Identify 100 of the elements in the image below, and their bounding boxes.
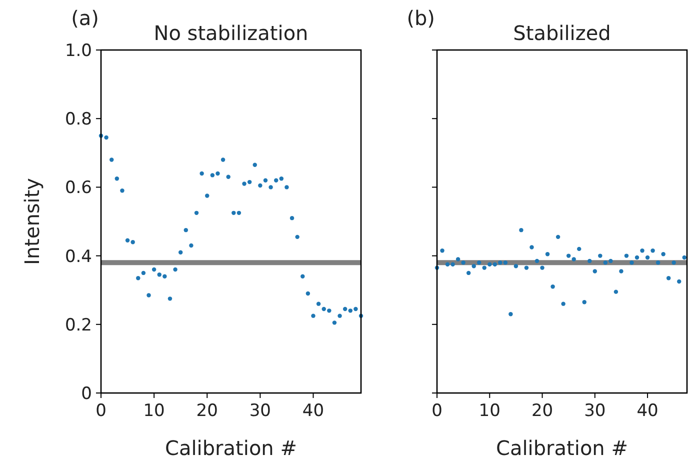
point — [466, 270, 471, 276]
point — [640, 248, 644, 253]
point — [682, 255, 686, 260]
point — [104, 135, 108, 140]
point — [524, 266, 529, 270]
point — [608, 258, 613, 264]
y-tick-label: 0.2 — [64, 315, 92, 336]
point — [236, 210, 242, 216]
point — [576, 246, 582, 252]
point — [173, 267, 178, 272]
point — [582, 300, 586, 304]
x-tick-label: 0 — [432, 401, 442, 421]
point — [348, 308, 352, 313]
x-axis-title: Calibration # — [165, 436, 297, 460]
y-axis-title: Intensity — [20, 178, 44, 266]
point — [162, 274, 167, 278]
x-tick-label: 40 — [636, 401, 658, 421]
y-tick-label: 1.0 — [64, 41, 92, 61]
chart-title: Stabilized — [513, 21, 611, 45]
point — [476, 260, 482, 265]
point — [534, 258, 540, 264]
point — [157, 272, 162, 277]
point — [252, 162, 257, 168]
y-tick-label: 0 — [81, 384, 92, 404]
point — [263, 178, 268, 182]
point — [210, 173, 215, 178]
point — [624, 254, 629, 258]
point — [114, 176, 120, 181]
point — [572, 257, 576, 262]
point — [316, 302, 321, 306]
point — [661, 252, 666, 256]
point — [205, 194, 210, 198]
point — [152, 267, 156, 272]
point — [672, 260, 676, 265]
point — [566, 254, 571, 258]
point — [200, 171, 204, 176]
point — [295, 234, 300, 240]
point — [178, 250, 183, 254]
point — [279, 176, 284, 181]
x-axis-title: Calibration # — [496, 436, 628, 460]
point — [456, 257, 460, 262]
point — [530, 245, 534, 250]
point — [561, 302, 566, 306]
point — [268, 185, 273, 190]
point — [503, 260, 508, 265]
point — [445, 262, 450, 266]
point — [125, 238, 130, 242]
y-tick-label: 0.8 — [64, 110, 92, 130]
point — [603, 260, 608, 265]
point — [284, 185, 289, 190]
x-tick-label: 30 — [249, 401, 272, 421]
point — [338, 314, 342, 318]
point — [540, 266, 544, 270]
point — [492, 262, 498, 266]
point — [461, 260, 466, 265]
point — [146, 293, 151, 298]
point — [450, 262, 455, 266]
point — [650, 248, 655, 253]
point — [598, 254, 602, 258]
x-tick-label: 20 — [531, 401, 554, 421]
point — [619, 269, 624, 274]
point — [666, 276, 671, 280]
point — [226, 174, 230, 180]
text: (b) — [406, 6, 435, 30]
point — [630, 260, 634, 265]
point — [550, 284, 555, 289]
point — [258, 183, 262, 188]
point — [274, 178, 278, 182]
point — [645, 255, 650, 260]
point — [322, 306, 326, 312]
point — [472, 264, 476, 268]
point — [232, 210, 236, 216]
point — [498, 260, 502, 265]
point — [519, 228, 524, 232]
point — [588, 258, 592, 264]
point — [189, 243, 194, 248]
point — [306, 291, 310, 296]
point — [290, 216, 294, 220]
point — [440, 248, 444, 253]
point — [327, 308, 332, 313]
x-tick-label: 10 — [478, 401, 500, 421]
point — [676, 279, 682, 284]
point — [556, 234, 560, 240]
point — [332, 320, 337, 325]
point — [194, 210, 199, 216]
point — [216, 171, 220, 176]
point — [514, 264, 518, 268]
text: (a) — [71, 6, 99, 30]
point — [136, 276, 140, 280]
x-tick-label: 40 — [302, 401, 324, 421]
point — [354, 306, 358, 312]
point — [242, 182, 246, 186]
y-tick-label: 0.4 — [64, 246, 92, 267]
chart-title: No stabilization — [154, 21, 308, 45]
x-tick-label: 0 — [96, 401, 106, 421]
point — [311, 314, 316, 318]
point — [545, 252, 550, 256]
point — [110, 158, 114, 162]
point — [508, 312, 513, 316]
y-tick-label: 0.6 — [64, 178, 92, 198]
